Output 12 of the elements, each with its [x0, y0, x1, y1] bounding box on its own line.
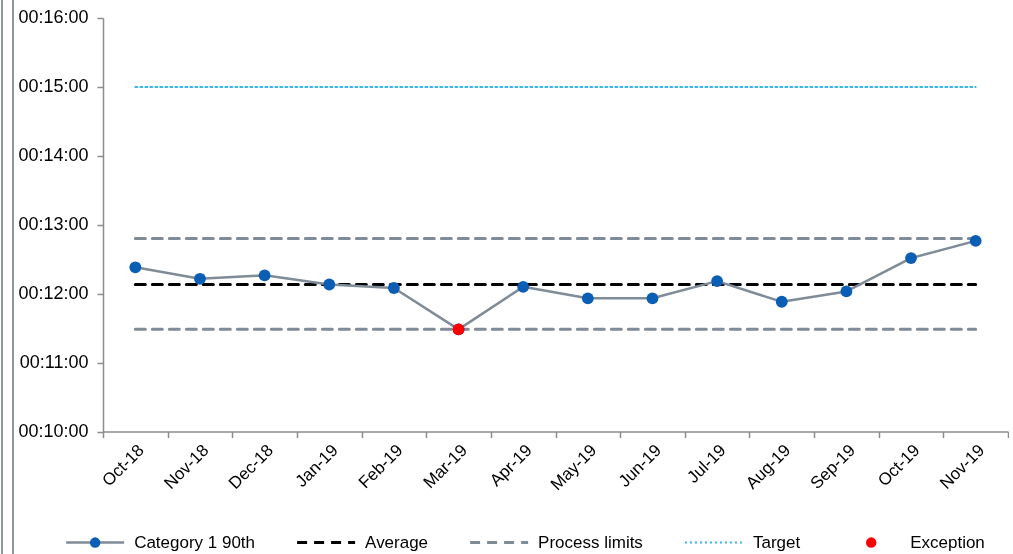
- legend-label: Target: [752, 532, 801, 552]
- y-tick-label: 00:16:00: [18, 7, 89, 28]
- y-tick-label: 00:11:00: [19, 352, 89, 373]
- legend-label: Category 1 90th: [134, 532, 255, 552]
- legend-label: Average: [365, 532, 429, 552]
- legend-label: Process limits: [538, 532, 643, 552]
- y-tick-label: 00:10:00: [18, 421, 89, 442]
- y-tick-label: 00:13:00: [18, 214, 89, 235]
- legend-label: Exception: [910, 532, 985, 552]
- y-tick-label: 00:15:00: [18, 76, 89, 97]
- y-tick-label: 00:14:00: [18, 145, 89, 166]
- y-tick-label: 00:12:00: [18, 283, 89, 304]
